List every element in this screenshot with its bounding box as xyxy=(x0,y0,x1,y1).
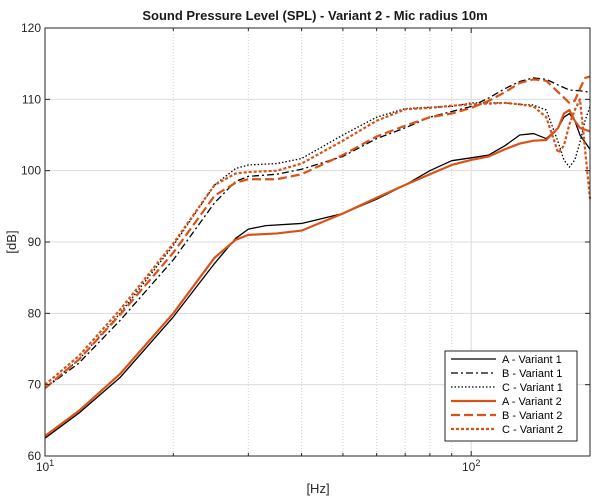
legend: A - Variant 1 B - Variant 1 C - Variant 1 A… xyxy=(444,350,578,442)
y-tick-label: 90 xyxy=(28,235,42,249)
y-tick-label: 60 xyxy=(28,449,42,463)
legend-label-6: C - Variant 2 xyxy=(502,424,563,436)
series-line-4 xyxy=(44,108,591,437)
x-tick-labels: 101 102 xyxy=(36,458,481,474)
y-tick-label: 70 xyxy=(28,378,42,392)
legend-label-5: B - Variant 2 xyxy=(502,410,562,422)
chart-title: Sound Pressure Level (SPL) - Variant 2 -… xyxy=(142,8,487,23)
y-tick-label: 80 xyxy=(28,306,42,320)
y-tick-labels: 60 70 80 90 100 110 120 xyxy=(21,21,41,463)
y-axis-label: [dB] xyxy=(4,230,19,253)
series-line-6 xyxy=(44,98,592,386)
y-tick-label: 100 xyxy=(21,164,41,178)
y-tick-label: 120 xyxy=(21,21,41,35)
series-line-5 xyxy=(44,75,591,390)
x-tick-label: 102 xyxy=(462,458,480,474)
x-axis-label: [Hz] xyxy=(306,481,329,496)
x-tick-label: 101 xyxy=(36,458,54,474)
y-tick-label: 110 xyxy=(22,92,41,106)
legend-label-1: A - Variant 1 xyxy=(502,354,562,366)
legend-label-4: A - Variant 2 xyxy=(502,396,562,408)
legend-label-3: C - Variant 1 xyxy=(502,382,563,394)
series-line-3 xyxy=(44,102,591,389)
series-line-2 xyxy=(44,77,591,389)
series-line-1 xyxy=(44,112,591,439)
tick-marks xyxy=(44,27,590,457)
legend-box xyxy=(444,350,578,442)
legend-label-2: B - Variant 1 xyxy=(502,368,562,380)
series-lines xyxy=(44,75,592,439)
